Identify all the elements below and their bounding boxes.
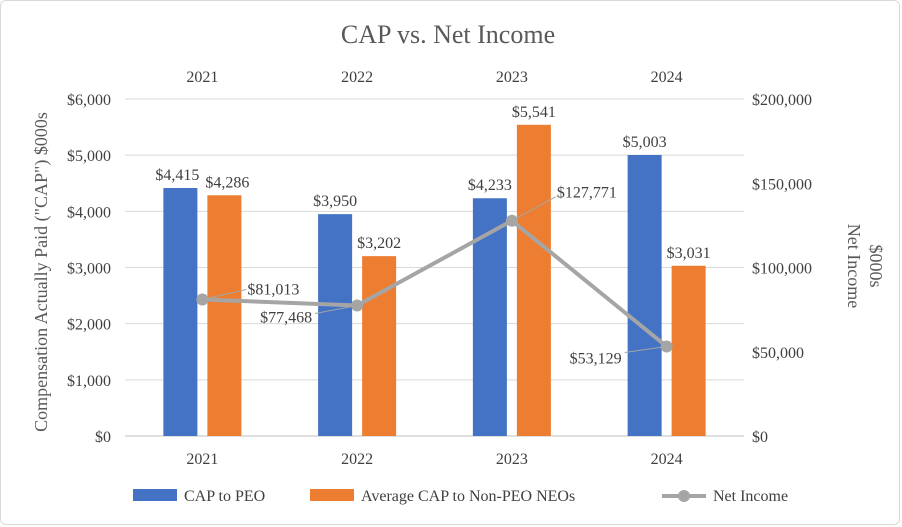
right-tick-label: $100,000: [752, 261, 812, 278]
top-category-label: 2024: [651, 69, 683, 86]
bar-data-label: $3,202: [357, 235, 401, 252]
net-income-point-2023: [505, 214, 518, 227]
net-income-data-label: $53,129: [570, 350, 622, 367]
net-income-data-label: $77,468: [260, 309, 312, 326]
net-income-line-path: [202, 218, 668, 349]
bar-data-label: $4,286: [205, 174, 249, 191]
net-income-leader-line: [624, 345, 667, 353]
net-income-point-2021: [196, 293, 209, 306]
bar-data-label: $5,003: [623, 134, 667, 151]
legend-marker: [678, 490, 690, 502]
bar-data-labels: $4,415 $3,950 $4,233 $5,003 $4,286 $3,202 $5,5…: [155, 104, 710, 262]
bars: [163, 124, 706, 436]
bar-avg-cap-non-peo-2023: [516, 124, 551, 436]
top-category-label: 2022: [341, 69, 373, 86]
legend-swatch-0: [133, 489, 177, 501]
left-axis-title: Compensation Actually Paid ("CAP") $000s: [31, 112, 52, 432]
left-tick-label: $1,000: [67, 373, 111, 390]
right-axis-title: Net Income $000s: [844, 224, 886, 308]
bar-data-label: $5,541: [512, 104, 556, 121]
net-income-point-2022: [351, 299, 364, 312]
legend-label: CAP to PEO: [184, 488, 265, 505]
bar-cap-to-peo-2022: [318, 214, 353, 436]
right-tick-label: $200,000: [752, 92, 812, 109]
net-income-point-2024: [660, 340, 673, 353]
bar-data-label: $3,950: [313, 193, 357, 210]
net-income-leader-line: [202, 289, 247, 300]
bottom-category-label: 2021: [186, 451, 218, 468]
bar-cap-to-peo-2024: [627, 154, 662, 436]
bar-avg-cap-non-peo-2022: [362, 256, 397, 436]
net-income-line: $81,013 $77,468 $127,771 $53,129: [196, 185, 673, 367]
left-tick-label: $3,000: [67, 261, 111, 278]
net-income-leader-line: [511, 196, 557, 222]
bar-avg-cap-non-peo-2021: [207, 195, 242, 436]
top-category-label: 2023: [496, 69, 528, 86]
top-x-axis: 2021 2022 2023 2024: [186, 69, 682, 86]
bar-avg-cap-non-peo-2024: [671, 265, 706, 436]
bottom-x-axis: 2021 2022 2023 2024: [186, 451, 682, 468]
right-axis-title-line: $000s: [866, 244, 886, 287]
left-tick-label: $2,000: [67, 317, 111, 334]
legend-label: Average CAP to Non-PEO NEOs: [361, 488, 575, 505]
bottom-category-label: 2023: [496, 451, 528, 468]
bottom-category-label: 2022: [341, 451, 373, 468]
bar-data-label: $4,415: [155, 167, 199, 184]
right-axis-title-line: Net Income: [844, 224, 864, 308]
right-tick-label: $0: [752, 429, 768, 446]
legend: CAP to PEO Average CAP to Non-PEO NEOs Net…: [133, 488, 788, 505]
bar-data-label: $3,031: [667, 245, 711, 262]
left-tick-label: $0: [95, 429, 111, 446]
left-tick-label: $5,000: [67, 148, 111, 165]
left-tick-label: $6,000: [67, 92, 111, 109]
net-income-data-label: $127,771: [557, 185, 617, 202]
legend-label: Net Income: [713, 488, 788, 505]
chart-title: CAP vs. Net Income: [341, 20, 555, 49]
right-tick-label: $150,000: [752, 176, 812, 193]
bar-data-label: $4,233: [468, 177, 512, 194]
right-tick-label: $50,000: [752, 345, 804, 362]
net-income-data-label: $81,013: [247, 281, 299, 298]
top-category-label: 2021: [186, 69, 218, 86]
left-tick-label: $4,000: [67, 204, 111, 221]
bottom-category-label: 2024: [651, 451, 683, 468]
right-y-axis: $0 $50,000 $100,000 $150,000 $200,000: [752, 92, 812, 446]
net-income-leader-line: [315, 304, 358, 314]
left-y-axis: $0 $1,000 $2,000 $3,000 $4,000 $5,000 $6,000: [67, 92, 111, 446]
legend-swatch-1: [310, 489, 354, 501]
bar-cap-to-peo-2021: [163, 188, 198, 436]
